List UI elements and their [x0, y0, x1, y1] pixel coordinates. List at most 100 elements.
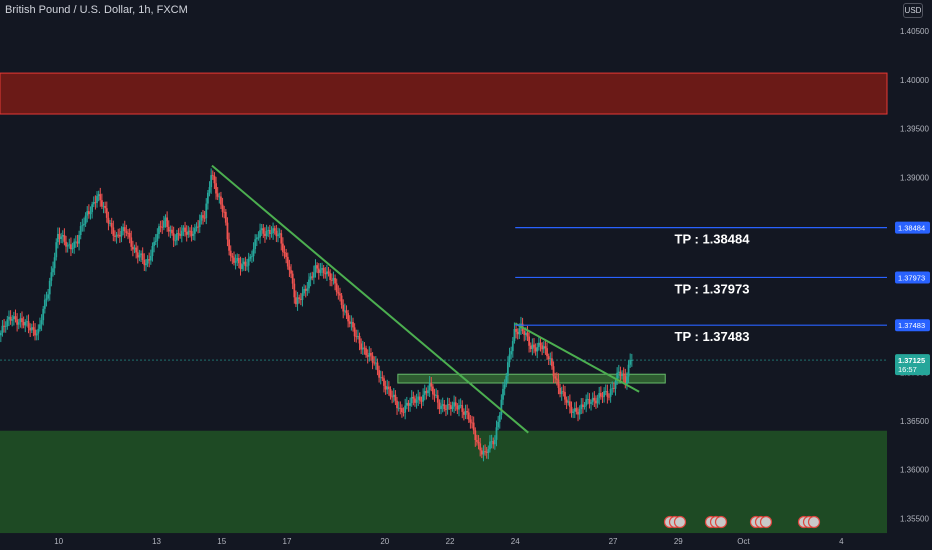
candle — [435, 388, 438, 399]
candle-body — [549, 358, 552, 360]
candle — [159, 220, 162, 233]
candle-body — [630, 360, 633, 361]
candle — [145, 259, 147, 272]
candle-body — [79, 226, 82, 236]
tp-axis-tag-bg — [895, 221, 930, 234]
candle-body — [76, 241, 79, 244]
candle — [264, 227, 266, 243]
currency-badge[interactable]: USD — [903, 3, 923, 18]
candle-body — [492, 441, 495, 445]
candle-body — [19, 318, 22, 323]
candle — [249, 253, 252, 262]
candle — [536, 342, 539, 359]
price-tick-label: 1.35500 — [900, 514, 929, 523]
candle-body — [224, 211, 227, 223]
candle — [115, 231, 118, 244]
candle-body — [21, 318, 23, 323]
candle — [154, 234, 157, 246]
candle-body — [529, 345, 532, 350]
candle-body — [360, 343, 363, 350]
candle-body — [92, 202, 95, 205]
time-tick-label: 27 — [609, 537, 618, 546]
candle-body — [451, 406, 454, 409]
candle — [236, 253, 239, 266]
candle — [295, 290, 297, 308]
candle-body — [118, 234, 121, 237]
candle — [560, 386, 563, 401]
candle — [104, 201, 107, 214]
candle-body — [356, 335, 359, 337]
candle-body — [169, 229, 172, 232]
candle — [311, 271, 314, 281]
candle — [570, 401, 573, 418]
resistance-zone[interactable] — [0, 72, 888, 115]
candle-body — [456, 405, 459, 410]
event-flags-icon[interactable] — [797, 515, 821, 529]
minor-downtrend-line[interactable] — [514, 322, 640, 393]
event-flags-icon[interactable] — [663, 515, 687, 529]
candle-body — [503, 384, 506, 389]
candle — [30, 323, 33, 334]
candle-body — [96, 196, 98, 203]
candle — [348, 315, 351, 328]
candle — [182, 225, 185, 237]
candle-body — [197, 226, 200, 228]
candle — [278, 228, 281, 239]
candle-body — [213, 175, 216, 184]
candle — [172, 226, 175, 248]
candle — [84, 212, 87, 227]
candle — [198, 214, 201, 234]
candle — [270, 226, 273, 238]
candle-body — [37, 328, 40, 334]
candle — [405, 396, 408, 410]
candle-body — [480, 450, 483, 455]
symbol-title[interactable]: British Pound / U.S. Dollar, 1h, FXCM — [5, 4, 188, 16]
candle-body — [591, 397, 594, 403]
candle — [203, 210, 206, 222]
candle-body — [71, 247, 74, 250]
candle-body — [164, 217, 167, 222]
main-downtrend-line[interactable] — [211, 164, 529, 434]
candle-body — [177, 233, 180, 235]
candle — [608, 393, 610, 401]
event-flags-icon[interactable] — [704, 515, 728, 529]
candle-body — [221, 204, 224, 212]
tp-label-1: TP : 1.38484 — [675, 232, 751, 247]
candle — [83, 217, 85, 232]
candle — [306, 281, 309, 296]
candle-body — [402, 411, 405, 413]
candle-body — [115, 234, 118, 237]
candle-body — [611, 388, 614, 389]
candle — [484, 444, 486, 456]
candle-body — [404, 405, 407, 413]
candle-body — [308, 279, 310, 289]
candle-body — [358, 335, 361, 344]
candle — [374, 356, 377, 370]
candle-body — [371, 355, 374, 363]
candle — [397, 401, 400, 412]
candle-body — [443, 404, 446, 410]
candle-body — [361, 347, 364, 350]
candle — [283, 245, 286, 259]
candle-body — [215, 183, 217, 194]
breakout-zone[interactable] — [397, 373, 666, 384]
candle — [148, 252, 151, 268]
candle-body — [198, 220, 201, 228]
candle-body — [575, 408, 578, 412]
candle-body — [47, 294, 50, 299]
candle — [554, 372, 557, 383]
candle-body — [166, 217, 169, 227]
candle — [141, 247, 144, 264]
candle-body — [291, 273, 294, 284]
candle-body — [283, 252, 286, 253]
candle-body — [528, 336, 531, 346]
candle — [48, 277, 51, 301]
candle — [94, 195, 97, 210]
candle — [174, 234, 177, 246]
event-flags-icon[interactable] — [749, 515, 773, 529]
support-zone[interactable] — [0, 430, 887, 534]
candle — [221, 197, 224, 218]
candle — [582, 398, 584, 414]
